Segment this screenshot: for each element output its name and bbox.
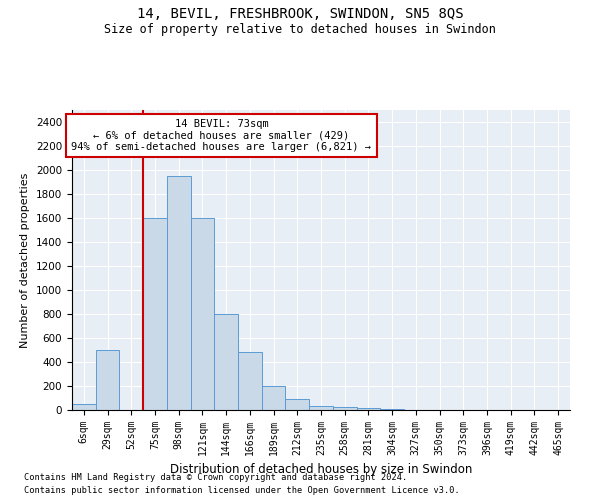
Bar (72, 404, 96, 410)
Bar (309, 406, 333, 410)
Bar (238, 352, 262, 410)
Text: Contains public sector information licensed under the Open Government Licence v3: Contains public sector information licen… (24, 486, 460, 495)
Y-axis label: Number of detached properties: Number of detached properties (20, 172, 31, 348)
X-axis label: Distribution of detached houses by size in Swindon: Distribution of detached houses by size … (170, 464, 472, 476)
Bar (286, 398, 309, 410)
Text: 14 BEVIL: 73sqm
← 6% of detached houses are smaller (429)
94% of semi-detached h: 14 BEVIL: 73sqm ← 6% of detached houses … (71, 119, 371, 152)
Text: Contains HM Land Registry data © Crown copyright and database right 2024.: Contains HM Land Registry data © Crown c… (24, 474, 407, 482)
Text: 14, BEVIL, FRESHBROOK, SWINDON, SN5 8QS: 14, BEVIL, FRESHBROOK, SWINDON, SN5 8QS (137, 8, 463, 22)
Bar (96, 350, 119, 410)
Bar (214, 314, 238, 410)
Bar (380, 409, 404, 410)
Bar (333, 407, 356, 410)
Bar (191, 218, 214, 410)
Bar (143, 218, 167, 410)
Bar (167, 176, 191, 410)
Bar (262, 386, 286, 410)
Text: Size of property relative to detached houses in Swindon: Size of property relative to detached ho… (104, 22, 496, 36)
Bar (356, 408, 380, 410)
